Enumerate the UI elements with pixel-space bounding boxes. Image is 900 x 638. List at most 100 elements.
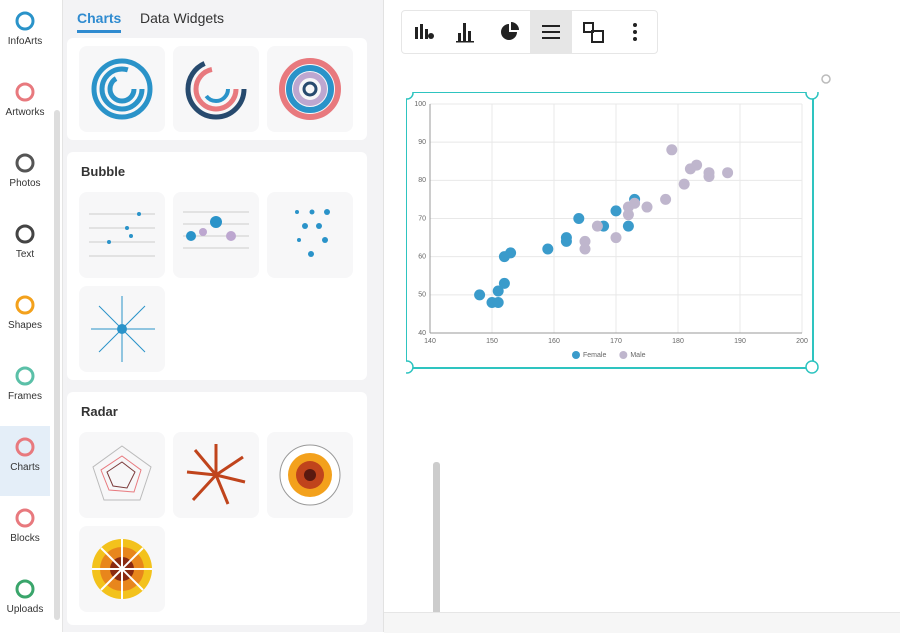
icon [15,295,35,315]
thumbnail[interactable] [173,46,259,132]
point [498,277,510,289]
point [542,243,554,255]
x-tick-label: 190 [734,338,746,345]
thumbnail[interactable] [79,526,165,612]
icon [15,11,35,31]
section-card: Radar [67,392,367,625]
point [591,220,603,232]
x-tick-label: 180 [672,338,684,345]
point [660,193,672,205]
toolbar-button[interactable] [488,11,530,53]
sidebar-item[interactable]: Shapes [0,284,50,354]
point [622,209,634,221]
sidebar-item[interactable]: Frames [0,355,50,425]
sidebar-label: Text [15,249,35,260]
toolbar-button[interactable] [530,11,572,53]
icon [15,82,35,102]
point [703,171,715,183]
icon [15,579,35,599]
icon [15,224,35,244]
y-tick-label: 60 [418,254,426,261]
y-tick-label: 90 [418,139,426,146]
thumbnail[interactable] [79,432,165,518]
sidebar-item[interactable]: Artworks [0,71,50,141]
point [474,289,486,301]
icon [15,508,35,528]
icon [15,366,35,386]
point [492,285,504,297]
chart: 40 50 60 70 80 90 100 140 150 160 170 180 190 200 Fema… [406,92,819,374]
x-tick-label: 140 [424,338,436,345]
sidebar: InfoArts Artworks Photos Text Shapes Frames Ch… [0,0,63,632]
thumbnail[interactable] [173,192,259,278]
point [579,243,591,255]
icon [15,437,35,457]
y-tick-label: 70 [418,215,426,222]
sidebar-item[interactable]: Photos [0,142,50,212]
sidebar-item[interactable]: Charts [0,426,50,496]
point [691,159,703,171]
tab[interactable]: Charts [77,10,122,33]
thumbnail[interactable] [267,432,353,518]
section-title: Bubble [81,164,126,179]
thumbnail[interactable] [79,192,165,278]
point [573,213,585,224]
thumbnail[interactable] [79,286,165,372]
scrollbar[interactable] [433,462,440,622]
x-tick-label: 160 [548,338,560,345]
rotate-handle[interactable] [820,73,832,85]
thumbnail[interactable] [79,46,165,132]
legend-label: Male [630,352,645,359]
toolbar-button[interactable] [614,11,656,53]
toolbar-button[interactable] [572,11,614,53]
point [641,201,653,213]
sidebar-label: Blocks [10,533,40,544]
toolbar-button[interactable] [444,11,486,53]
tab[interactable]: Data Widgets [140,10,225,26]
point [722,167,734,179]
section-card [67,38,367,140]
section-title: Radar [81,404,118,419]
sidebar-label: Frames [8,391,42,402]
sidebar-item[interactable]: Blocks [0,497,50,567]
section-card: Bubble [67,152,367,380]
panel: Charts Data Widgets Bubble Radar [63,0,440,632]
point [666,144,678,156]
sidebar-label: Shapes [8,320,42,331]
x-tick-label: 170 [610,338,622,345]
icon [15,153,35,173]
sidebar-label: Photos [9,178,41,189]
toolbar-button[interactable] [402,11,444,53]
sidebar-item[interactable]: Text [0,213,50,283]
toolbar [401,10,658,54]
point [629,197,641,209]
legend-label: Female [583,352,606,359]
thumbnail[interactable] [267,46,353,132]
point [492,296,504,308]
y-tick-label: 40 [418,330,426,337]
point [678,178,690,190]
y-tick-label: 80 [418,177,426,184]
point [560,232,572,244]
thumbnail[interactable] [267,192,353,278]
legend-marker [619,351,628,359]
y-tick-label: 100 [414,101,426,108]
point [579,235,591,247]
scrollbar[interactable] [54,110,60,620]
sidebar-label: Artworks [5,107,45,118]
x-tick-label: 150 [486,338,498,345]
y-tick-label: 50 [418,292,426,299]
point [610,232,622,244]
sidebar-label: Uploads [6,604,44,615]
sidebar-label: InfoArts [7,36,43,47]
thumbnail[interactable] [173,432,259,518]
legend-marker [572,351,580,359]
point [622,220,634,232]
sidebar-item[interactable]: InfoArts [0,0,50,70]
sidebar-label: Charts [10,462,40,473]
point [505,247,517,259]
status-bar [384,612,900,633]
selection-box [406,92,814,369]
sidebar-item[interactable]: Uploads [0,568,50,638]
